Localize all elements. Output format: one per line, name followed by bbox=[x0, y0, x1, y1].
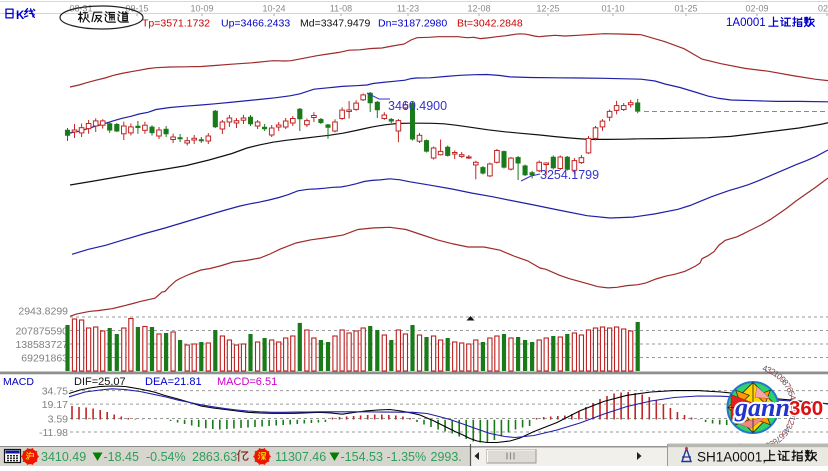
svg-text:4: 4 bbox=[787, 394, 798, 401]
svg-text:DIF=25.07: DIF=25.07 bbox=[74, 376, 126, 388]
svg-text:138583727: 138583727 bbox=[15, 339, 68, 351]
svg-text:0: 0 bbox=[788, 411, 799, 418]
svg-text:SH1A0001,: SH1A0001, bbox=[697, 450, 766, 465]
svg-text:8: 8 bbox=[780, 378, 791, 388]
svg-text:09-15: 09-15 bbox=[125, 4, 148, 14]
svg-text:7: 7 bbox=[782, 381, 793, 391]
svg-text:3: 3 bbox=[788, 399, 799, 405]
svg-text:08-31: 08-31 bbox=[69, 4, 92, 14]
svg-text:360: 360 bbox=[789, 397, 823, 420]
svg-text:1A0001: 1A0001 bbox=[726, 17, 766, 29]
svg-text:2: 2 bbox=[786, 418, 797, 426]
svg-text:3.59: 3.59 bbox=[48, 413, 69, 425]
svg-text:3: 3 bbox=[784, 422, 795, 431]
svg-text:gann: gann bbox=[734, 393, 790, 422]
svg-text:01-25: 01-25 bbox=[674, 4, 697, 14]
svg-text:DEA=21.81: DEA=21.81 bbox=[145, 376, 202, 388]
svg-text:01-10: 01-10 bbox=[601, 4, 624, 14]
svg-text:1: 1 bbox=[787, 415, 798, 423]
svg-text:12-08: 12-08 bbox=[467, 4, 490, 14]
svg-text:-18.45: -18.45 bbox=[104, 450, 139, 464]
svg-text:-0.54%: -0.54% bbox=[146, 450, 186, 464]
svg-text:-11.98: -11.98 bbox=[39, 427, 68, 439]
svg-text:2: 2 bbox=[789, 403, 799, 408]
svg-text:Md=3347.9479: Md=3347.9479 bbox=[300, 18, 371, 30]
svg-text:02-2: 02-2 bbox=[818, 4, 828, 14]
svg-text:Dn=3187.2980: Dn=3187.2980 bbox=[378, 18, 447, 30]
svg-text:1: 1 bbox=[772, 368, 782, 379]
svg-text:1: 1 bbox=[789, 407, 799, 413]
svg-text:5: 5 bbox=[779, 428, 790, 438]
svg-text:10-09: 10-09 bbox=[190, 4, 213, 14]
svg-text:K: K bbox=[16, 10, 25, 22]
svg-text:MACD: MACD bbox=[3, 376, 34, 388]
svg-text:3410.49: 3410.49 bbox=[41, 450, 86, 464]
svg-text:MACD=6.51: MACD=6.51 bbox=[217, 376, 277, 388]
svg-text:-154.53: -154.53 bbox=[341, 450, 383, 464]
svg-text:69291863: 69291863 bbox=[21, 353, 68, 365]
svg-text:3460.4900: 3460.4900 bbox=[388, 99, 447, 113]
svg-text:4: 4 bbox=[761, 363, 769, 374]
svg-text:19.17: 19.17 bbox=[42, 399, 68, 411]
svg-text:9: 9 bbox=[778, 374, 789, 384]
svg-text:11-08: 11-08 bbox=[330, 4, 352, 14]
svg-text:6: 6 bbox=[777, 431, 788, 442]
svg-text:4: 4 bbox=[782, 425, 793, 435]
svg-text:6: 6 bbox=[784, 385, 795, 394]
svg-text:8: 8 bbox=[771, 436, 781, 447]
svg-text:34.75: 34.75 bbox=[42, 386, 68, 398]
svg-text:02-09: 02-09 bbox=[745, 4, 768, 14]
svg-text:0: 0 bbox=[775, 371, 785, 382]
svg-text:Tp=3571.1732: Tp=3571.1732 bbox=[142, 18, 210, 30]
svg-text:207875590: 207875590 bbox=[15, 326, 68, 338]
svg-text:2: 2 bbox=[768, 366, 777, 377]
svg-text:12-25: 12-25 bbox=[536, 4, 559, 14]
svg-text:11-23: 11-23 bbox=[397, 4, 419, 14]
svg-text:5: 5 bbox=[786, 390, 797, 398]
svg-text:Up=3466.2433: Up=3466.2433 bbox=[221, 18, 290, 30]
svg-text:2993.: 2993. bbox=[431, 450, 462, 464]
svg-text:2863.63: 2863.63 bbox=[192, 450, 237, 464]
svg-text:-1.35%: -1.35% bbox=[387, 450, 427, 464]
svg-text:2943.8299: 2943.8299 bbox=[18, 306, 68, 318]
svg-text:7: 7 bbox=[774, 434, 784, 445]
svg-text:3254.1799: 3254.1799 bbox=[540, 168, 599, 182]
svg-text:10-24: 10-24 bbox=[262, 4, 285, 14]
svg-text:11307.46: 11307.46 bbox=[275, 450, 326, 464]
svg-text:3: 3 bbox=[765, 364, 774, 375]
svg-text:gann: gann bbox=[734, 393, 790, 422]
svg-text:Bt=3042.2848: Bt=3042.2848 bbox=[457, 18, 523, 30]
svg-text:360: 360 bbox=[789, 397, 823, 420]
